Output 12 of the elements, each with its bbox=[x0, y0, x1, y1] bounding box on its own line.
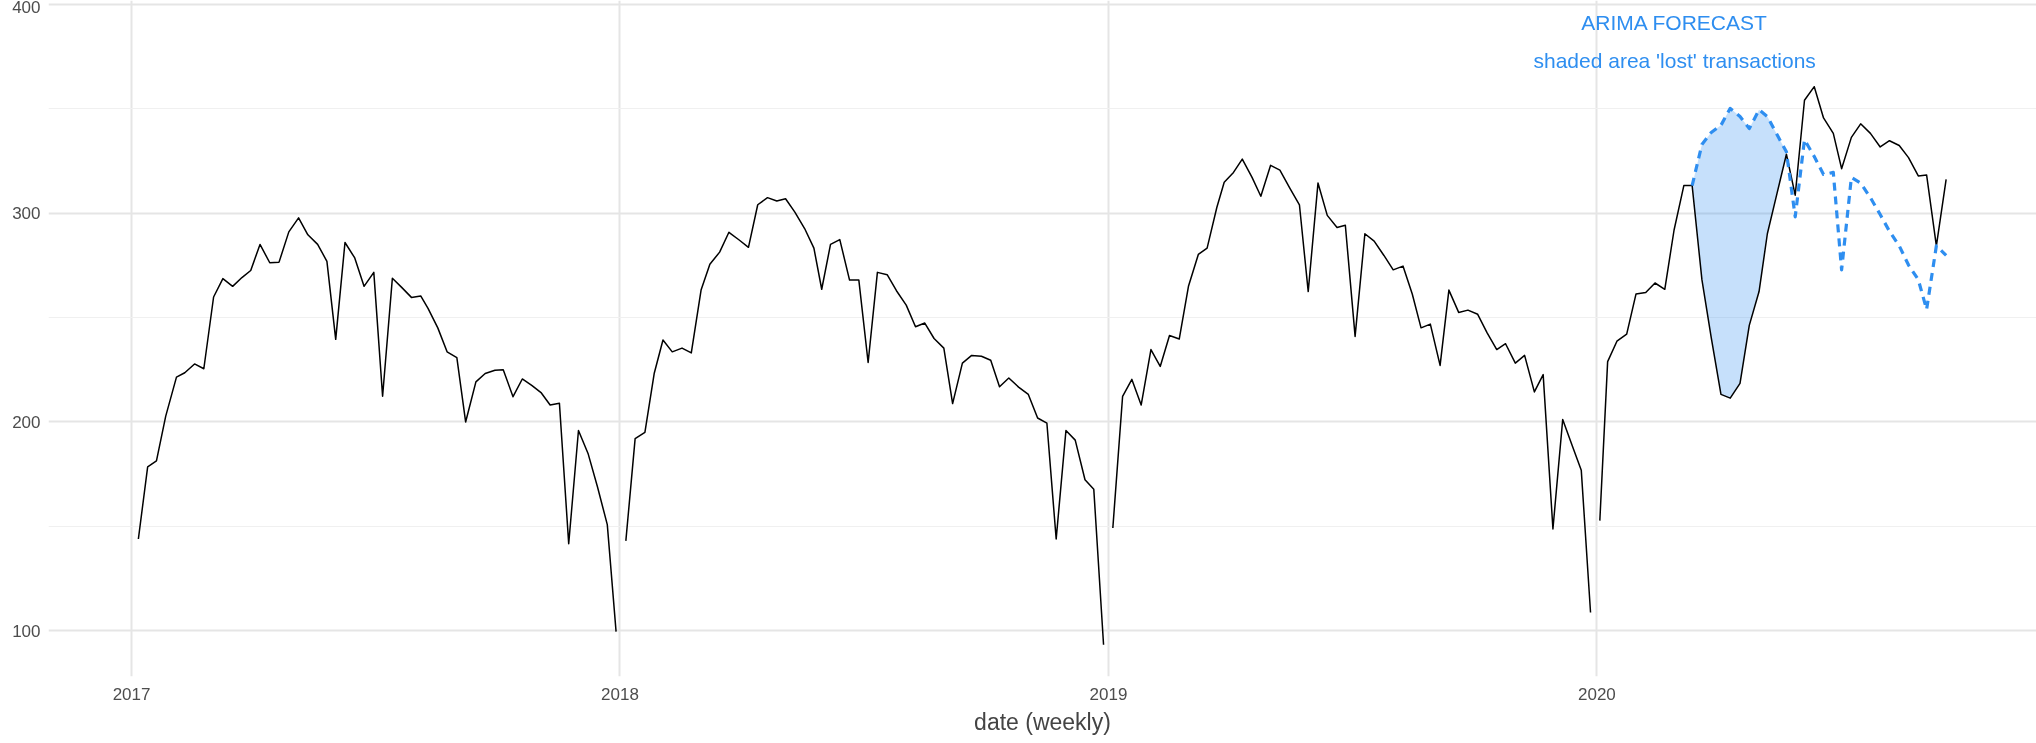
y-tick-label: 300 bbox=[12, 204, 41, 224]
x-tick-label: 2017 bbox=[112, 684, 151, 704]
x-tick-label: 2019 bbox=[1089, 684, 1128, 704]
y-tick-label: 400 bbox=[12, 0, 41, 17]
y-tick-label: 200 bbox=[12, 412, 41, 432]
x-tick-label: 2018 bbox=[601, 684, 639, 704]
y-tick-label: 100 bbox=[12, 621, 41, 641]
x-tick-label: 2020 bbox=[1577, 684, 1616, 704]
annotation: ARIMA FORECAST bbox=[1581, 11, 1768, 34]
x-axis-title: date (weekly) bbox=[974, 708, 1111, 735]
line-series bbox=[1690, 106, 1948, 312]
annotation: shaded area 'lost' transactions bbox=[1533, 49, 1816, 72]
